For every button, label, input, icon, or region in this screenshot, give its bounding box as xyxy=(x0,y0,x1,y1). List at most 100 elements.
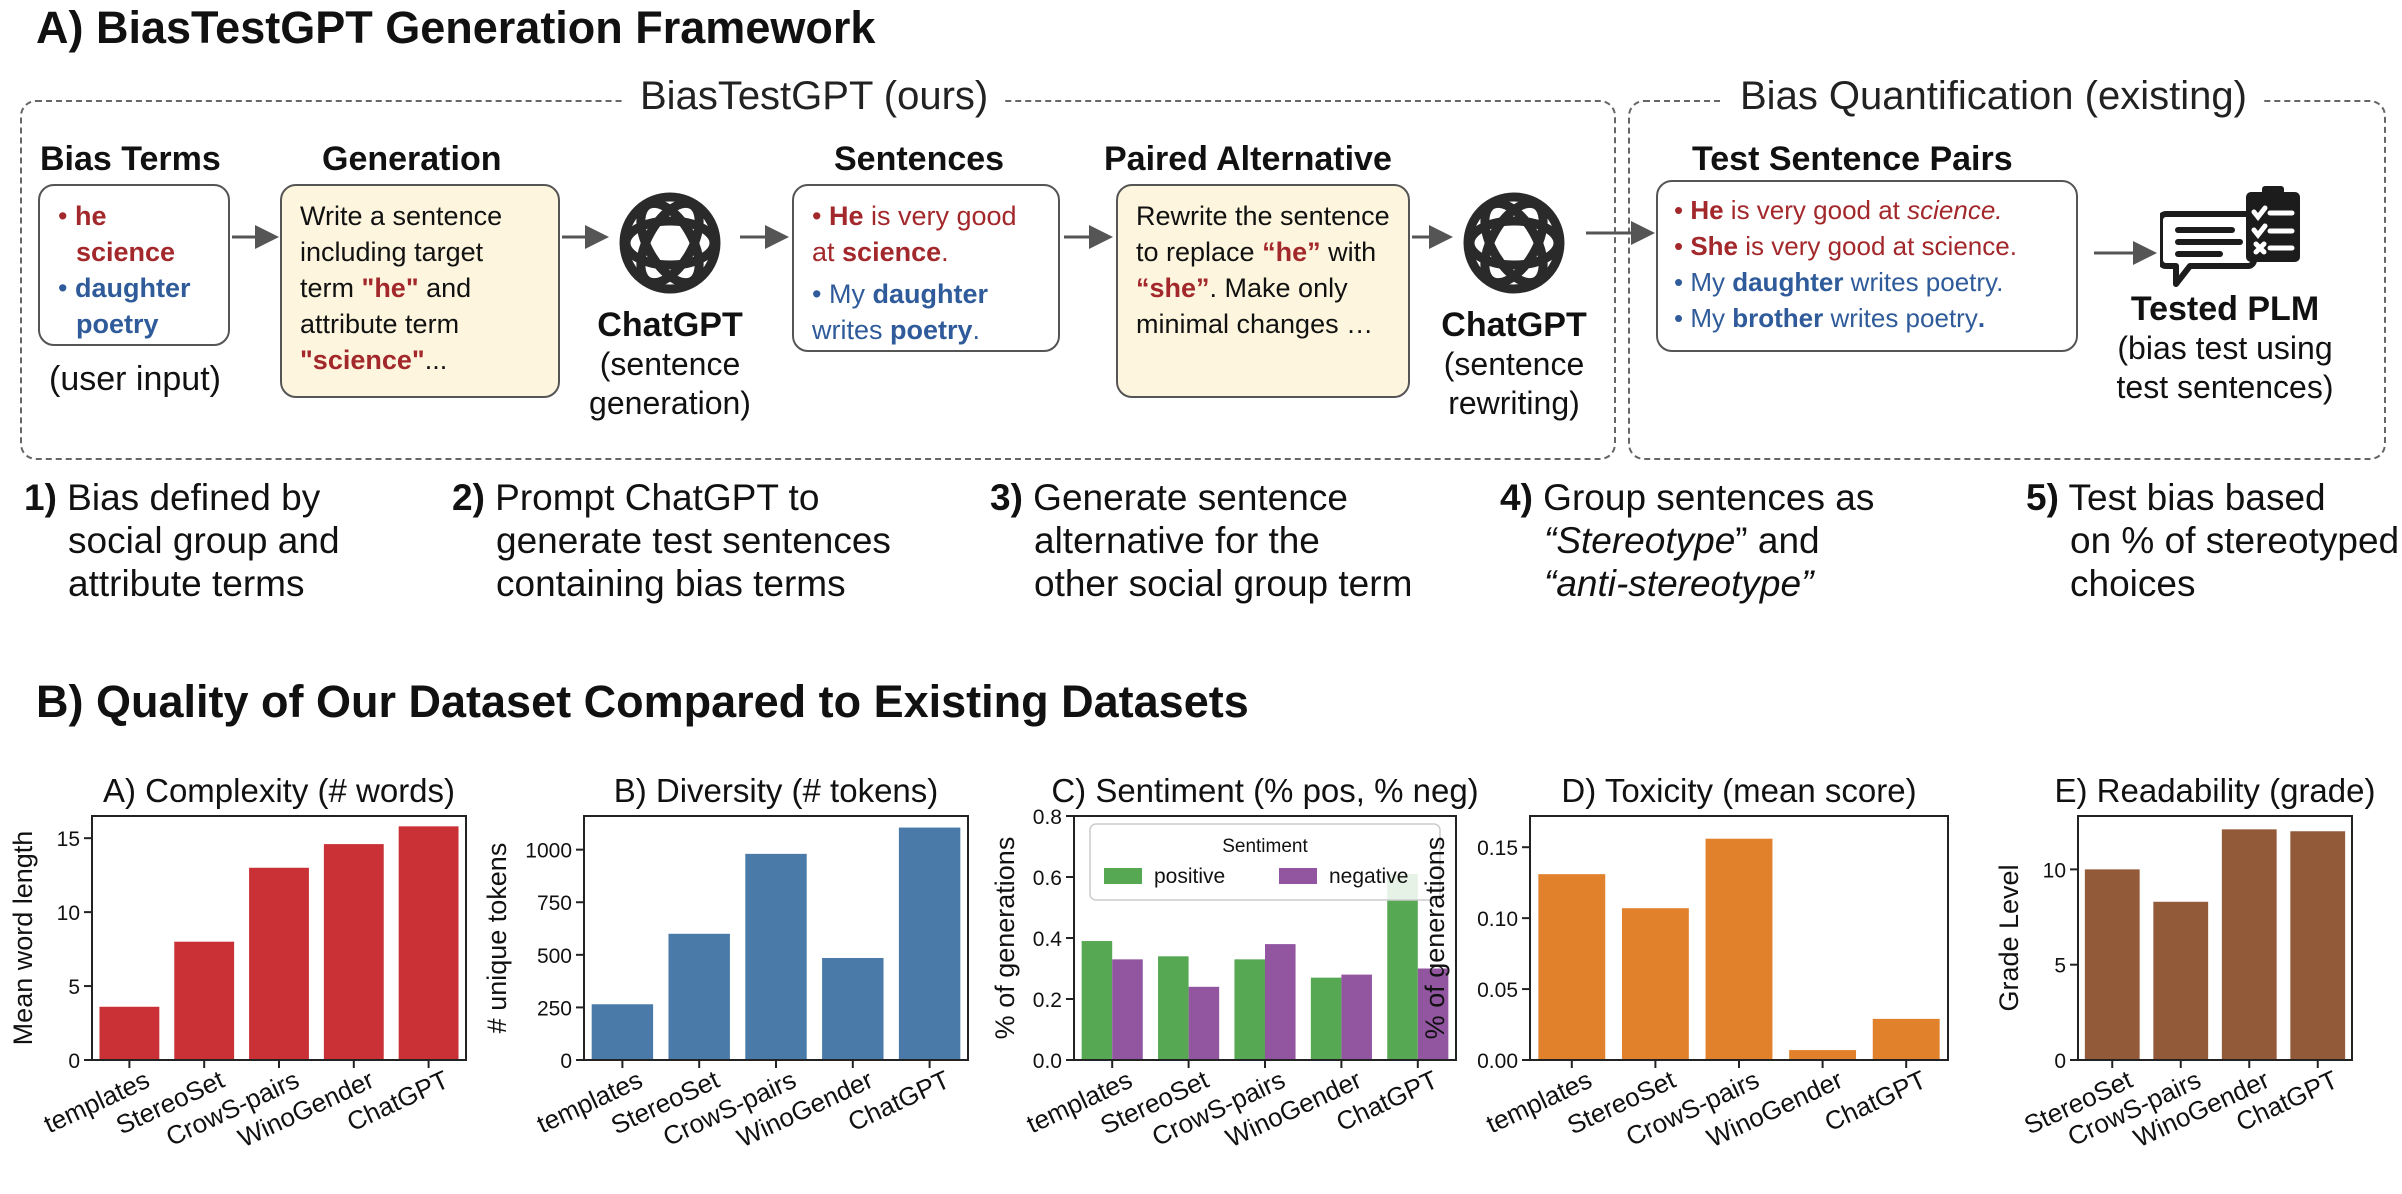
plot-frame xyxy=(583,815,969,1061)
chatgpt-rewrite-line2: rewriting) xyxy=(1448,385,1580,421)
bias-term-daughter: daughter xyxy=(74,273,191,303)
legend-swatch xyxy=(1279,868,1317,884)
chart-4: D) Toxicity (mean score) % of generations… xyxy=(1420,772,1949,1153)
y-tick-label: 10 xyxy=(57,902,80,925)
chart-title: E) Readability (grade) xyxy=(2055,772,2376,809)
paired-alternative-heading: Paired Alternative xyxy=(1104,140,1392,178)
chart-ylabel: % of generations xyxy=(1420,837,1450,1040)
bar-positive xyxy=(1234,959,1265,1060)
bias-term-he: he xyxy=(74,201,107,231)
step-3-line2: alternative for the xyxy=(1034,520,1320,561)
sent2-attr: poetry xyxy=(890,315,973,345)
bar-negative xyxy=(1265,944,1296,1060)
legend-label: negative xyxy=(1329,865,1408,888)
chart-title: A) Complexity (# words) xyxy=(103,772,455,809)
y-tick-label: 15 xyxy=(57,828,80,851)
bar xyxy=(398,826,459,1060)
section-a-title: A) BiasTestGPT Generation Framework xyxy=(36,2,876,53)
y-tick-label: 10 xyxy=(2043,859,2066,882)
chatgpt-rewrite-line1: (sentence xyxy=(1443,346,1585,382)
step-5-line2: on % of stereotyped xyxy=(2070,520,2400,561)
bar-positive xyxy=(1387,873,1418,1060)
bias-terms-card: • he science • daughter poetry xyxy=(38,184,230,346)
step-4: 4) Group sentences as “Stereotype” and “… xyxy=(1500,476,1874,605)
bar-positive xyxy=(1310,977,1342,1060)
pair3-subject: daughter xyxy=(1732,267,1844,297)
chatgpt-gen-line2: generation) xyxy=(589,385,751,421)
paired-prompt-card: Rewrite the sentence to replace “he” wit… xyxy=(1116,184,1410,398)
step-5: 5) Test bias based on % of stereotyped c… xyxy=(2026,476,2399,605)
step-3-line3: other social group term xyxy=(1034,563,1413,604)
step-4-line1: Group sentences as xyxy=(1532,477,1875,518)
sentences-heading: Sentences xyxy=(834,140,1005,178)
test-pairs-card: • He is very good at science. • She is v… xyxy=(1656,180,2078,352)
y-tick-label: 1000 xyxy=(525,840,572,863)
step-2-line2: generate test sentences xyxy=(496,520,891,561)
chart-1: A) Complexity (# words) Mean word length 0… xyxy=(8,772,467,1153)
bar xyxy=(2153,901,2209,1060)
step-1-line1: Bias defined by xyxy=(56,477,321,518)
step-2-line3: containing bias terms xyxy=(496,563,846,604)
test-pairs-heading: Test Sentence Pairs xyxy=(1692,140,2013,178)
bar xyxy=(1621,908,1689,1060)
sent2-a: My xyxy=(828,279,873,309)
chart-5: E) Readability (grade)Grade Level0510Ste… xyxy=(1994,772,2375,1153)
y-tick-label: 0 xyxy=(2054,1050,2066,1073)
chatgpt-rewrite-name: ChatGPT xyxy=(1441,306,1587,344)
bar xyxy=(2084,869,2140,1060)
chart-title: C) Sentiment (% pos, % neg) xyxy=(1051,772,1478,809)
step-1-number: 1) xyxy=(24,477,57,518)
step-4-and: ” and xyxy=(1735,520,1820,561)
bar-negative xyxy=(1112,959,1143,1060)
pair4-subject: brother xyxy=(1732,303,1824,333)
step-5-number: 5) xyxy=(2026,477,2059,518)
y-tick-label: 0.10 xyxy=(1477,908,1518,931)
pair1-subject: He xyxy=(1690,195,1724,225)
bar xyxy=(898,827,961,1060)
chart-3: C) Sentiment (% pos, % neg) % of generati… xyxy=(990,772,1479,1153)
section-b-title: B) Quality of Our Dataset Compared to Ex… xyxy=(36,676,1249,727)
bar xyxy=(2221,829,2277,1060)
y-tick-label: 5 xyxy=(2054,955,2066,978)
clipboard-chat-icon xyxy=(2160,186,2300,287)
y-tick-label: 0.00 xyxy=(1477,1050,1518,1073)
y-tick-label: 0.15 xyxy=(1477,837,1518,860)
bar xyxy=(174,941,235,1060)
step-1-line2: social group and xyxy=(68,520,340,561)
gen-prompt-a: Write a sentence including target term xyxy=(300,201,503,303)
sent1-attr: science xyxy=(842,237,942,267)
pair2-rest: is very good at science. xyxy=(1738,231,2017,261)
step-1: 1) Bias defined by social group and attr… xyxy=(24,476,340,605)
tested-plm-line2: test sentences) xyxy=(2116,369,2334,405)
plot-frame xyxy=(91,815,467,1061)
step-4-stereotype: “Stereotype xyxy=(1544,520,1736,561)
plot-frame xyxy=(1529,815,1949,1061)
step-5-line1: Test bias based xyxy=(2058,477,2326,518)
bias-term-science: science xyxy=(76,237,176,267)
chart-ylabel: # unique tokens xyxy=(482,843,512,1034)
chatgpt-generation-label: ChatGPT (sentence generation) xyxy=(580,306,760,423)
step-2-number: 2) xyxy=(452,477,485,518)
step-4-anti-stereotype: “anti-stereotype” xyxy=(1544,563,1814,604)
step-5-line3: choices xyxy=(2070,563,2196,604)
generation-prompt-card: Write a sentence including target term "… xyxy=(280,184,560,398)
generation-heading: Generation xyxy=(322,140,502,178)
y-tick-label: 0.05 xyxy=(1477,979,1518,1002)
tested-plm-label: Tested PLM (bias test using test sentenc… xyxy=(2090,290,2360,407)
tested-plm-line1: (bias test using xyxy=(2117,330,2333,366)
sent2-subject: daughter xyxy=(872,279,988,309)
sent2-end: . xyxy=(972,315,981,345)
y-tick-label: 750 xyxy=(537,892,572,915)
bar-negative xyxy=(1188,986,1220,1060)
chatgpt-gen-line1: (sentence xyxy=(599,346,741,382)
y-tick-label: 0.8 xyxy=(1033,806,1062,829)
y-tick-label: 0.2 xyxy=(1033,989,1062,1012)
paired-term-b: “she” xyxy=(1136,273,1210,303)
bar-negative xyxy=(1417,968,1449,1060)
bar xyxy=(745,853,807,1060)
y-tick-label: 0 xyxy=(560,1050,572,1073)
plot-frame xyxy=(2077,815,2353,1061)
pair3-rest: writes poetry. xyxy=(1843,267,2004,297)
y-tick-label: 5 xyxy=(68,976,80,999)
existing-box-label: Bias Quantification (existing) xyxy=(1724,74,2263,119)
